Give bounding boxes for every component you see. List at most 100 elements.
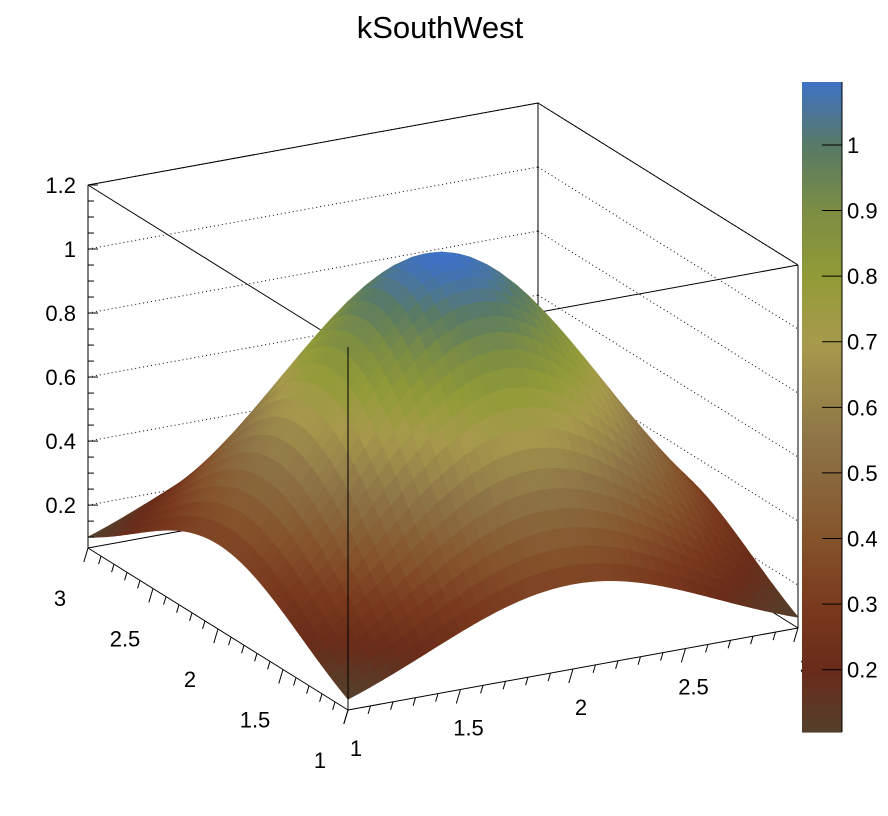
palette-color-band	[802, 572, 842, 578]
y-axis-tick	[306, 685, 310, 694]
palette-color-band	[802, 642, 842, 648]
palette-color-band	[802, 262, 842, 268]
palette-color-band	[802, 182, 842, 188]
palette-color-band	[802, 107, 842, 113]
palette-color-band	[802, 267, 842, 273]
y-axis-tick	[98, 555, 102, 565]
x-axis-tick	[750, 636, 754, 645]
y-tick-label: 1.5	[240, 708, 271, 733]
palette-color-band	[802, 147, 842, 153]
palette-color-band	[802, 472, 842, 478]
y-tick-label: 2.5	[110, 627, 141, 652]
palette-color-band	[802, 337, 842, 343]
x-axis-tick	[772, 631, 776, 641]
palette-tick-label: 0.4	[847, 527, 878, 552]
gridline	[87, 230, 539, 314]
y-axis-tick	[241, 645, 245, 654]
y-tick-label: 1	[314, 748, 326, 773]
y-axis-tick	[163, 596, 167, 605]
palette-color-band	[802, 137, 842, 143]
gridline	[87, 166, 539, 250]
x-axis-tick	[705, 644, 709, 653]
y-axis-tick	[343, 709, 349, 725]
palette-color-band	[802, 127, 842, 133]
x-axis-tick	[568, 668, 574, 684]
y-tick-label: 2	[184, 667, 196, 692]
palette-color-band	[802, 652, 842, 658]
palette-color-band	[802, 82, 842, 88]
palette-color-band	[802, 152, 842, 158]
palette-color-band	[802, 292, 842, 298]
palette-color-band	[802, 697, 842, 703]
palette-color-band	[802, 597, 842, 603]
palette-color-band	[802, 582, 842, 588]
palette-color-band	[802, 187, 842, 193]
palette-color-band	[802, 372, 842, 378]
x-axis-tick	[660, 652, 664, 661]
palette-color-band	[802, 227, 842, 233]
x-axis-tick	[547, 672, 551, 682]
palette-color-band	[802, 557, 842, 563]
palette-color-band	[802, 507, 842, 513]
x-axis-tick	[680, 648, 686, 663]
y-axis-tick	[332, 701, 336, 711]
palette-color-band	[802, 102, 842, 108]
palette-color-band	[802, 307, 842, 313]
palette-color-band	[802, 342, 842, 348]
palette-color-band	[802, 552, 842, 558]
x-tick-label: 1.5	[453, 716, 484, 741]
palette-color-band	[802, 87, 842, 93]
x-tick-label: 1	[350, 736, 362, 761]
x-axis-tick	[412, 697, 416, 706]
x-tick-label: 2.5	[678, 675, 709, 700]
palette-tick-label: 0.8	[847, 264, 878, 289]
palette-color-band	[802, 477, 842, 483]
palette-color-band	[802, 567, 842, 573]
palette-color-band	[802, 257, 842, 263]
palette-color-band	[802, 302, 842, 308]
x-axis-tick	[793, 627, 799, 643]
palette-color-band	[802, 392, 842, 398]
palette-color-band	[802, 587, 842, 593]
palette-color-band	[802, 422, 842, 428]
palette-color-band	[802, 317, 842, 323]
palette-color-band	[802, 527, 842, 533]
palette-color-band	[802, 657, 842, 663]
x-axis-tick	[455, 689, 461, 704]
palette-color-band	[802, 702, 842, 708]
palette-color-band	[802, 452, 842, 458]
palette-tick-label: 0.2	[847, 658, 878, 683]
palette-color-band	[802, 397, 842, 403]
gridline	[87, 294, 539, 378]
box-edge	[537, 102, 799, 266]
palette-color-band	[802, 367, 842, 373]
palette-color-band	[802, 617, 842, 623]
palette-color-band	[802, 692, 842, 698]
y-axis-tick	[213, 628, 219, 644]
x-axis-tick	[592, 664, 596, 674]
palette-color-band	[802, 222, 842, 228]
palette-color-band	[802, 632, 842, 638]
palette-color-band	[802, 382, 842, 388]
palette-tick-label: 0.6	[847, 395, 878, 420]
palette-color-band	[802, 357, 842, 363]
palette-color-band	[802, 217, 842, 223]
palette-color-band	[802, 497, 842, 503]
z-tick-label: 0.4	[45, 429, 76, 454]
palette-color-band	[802, 517, 842, 523]
x-axis-tick	[502, 681, 506, 690]
palette-color-band	[802, 442, 842, 448]
x-axis-tick	[480, 685, 484, 694]
surface-mesh	[87, 251, 799, 700]
palette-color-band	[802, 577, 842, 583]
palette-color-band	[802, 192, 842, 198]
palette-color-band	[802, 232, 842, 238]
palette-color-band	[802, 712, 842, 718]
palette-color-band	[802, 207, 842, 213]
y-axis-tick	[267, 661, 271, 670]
palette-color-band	[802, 172, 842, 178]
palette-color-band	[802, 482, 842, 488]
z-tick-label: 0.8	[45, 301, 76, 326]
x-axis-tick	[615, 660, 619, 669]
